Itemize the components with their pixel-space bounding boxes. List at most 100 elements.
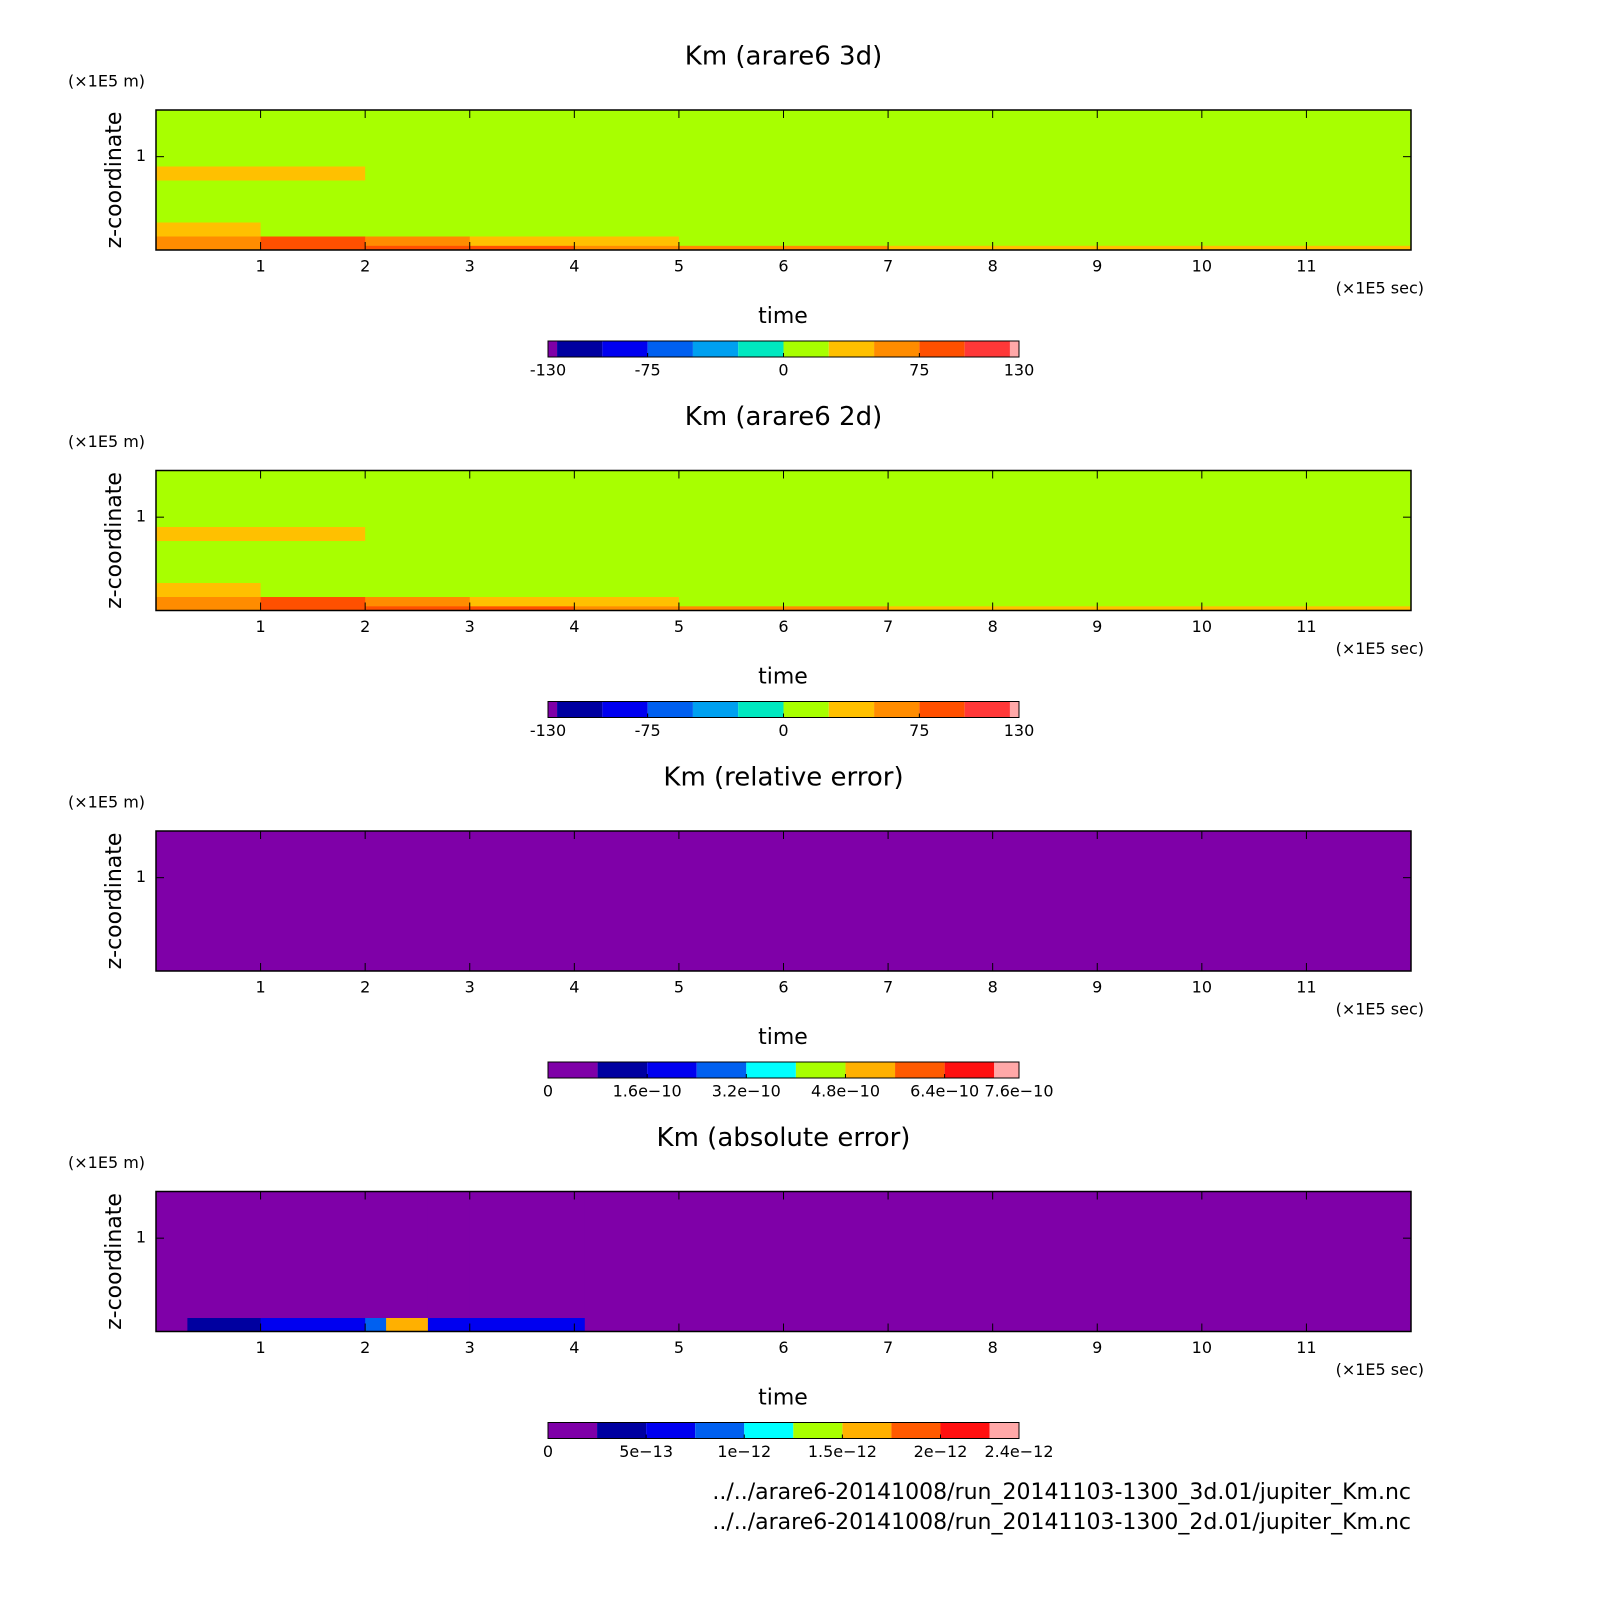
contour-cell bbox=[469, 110, 575, 167]
contour-cell bbox=[584, 1317, 1412, 1332]
colorbar-tick-label: 1.5e−12 bbox=[808, 1442, 877, 1461]
contour-cell bbox=[888, 470, 994, 527]
x-axis-label: time bbox=[758, 1025, 808, 1050]
colorbar-bin bbox=[940, 1422, 990, 1439]
contour-cell bbox=[365, 605, 471, 611]
colorbar-bin bbox=[557, 341, 603, 357]
contour-cell bbox=[365, 470, 471, 527]
contour-cell bbox=[992, 582, 1098, 597]
contour-cell bbox=[888, 236, 994, 246]
x-axis-label: time bbox=[758, 304, 808, 329]
contour-cell bbox=[260, 470, 366, 527]
colorbar-tick-label: -75 bbox=[635, 721, 661, 740]
x-tick-label: 4 bbox=[569, 1338, 579, 1357]
contour-cell bbox=[1201, 180, 1307, 223]
colorbar-bin bbox=[548, 701, 558, 718]
x-tick-label: 10 bbox=[1192, 1338, 1212, 1357]
colorbar-bin bbox=[548, 1422, 598, 1439]
x-tick-label: 7 bbox=[883, 617, 893, 636]
colorbar-bin bbox=[845, 1062, 896, 1078]
contour-cell bbox=[260, 180, 366, 223]
contour-cell bbox=[574, 526, 680, 541]
x-tick-label: 2 bbox=[360, 978, 370, 997]
contour-cell bbox=[260, 540, 366, 583]
contour-cell bbox=[365, 1191, 387, 1318]
contour-cell bbox=[888, 605, 994, 611]
colorbar-tick-label: 75 bbox=[909, 361, 929, 380]
contour-cell bbox=[1201, 110, 1307, 167]
footer-path: ../../arare6-20141008/run_20141103-1300_… bbox=[712, 1480, 1411, 1505]
contour-cell bbox=[1306, 166, 1412, 181]
contour-cell bbox=[156, 1317, 188, 1332]
contour-cell bbox=[1306, 110, 1412, 167]
contour-cell bbox=[260, 110, 366, 167]
contour-cell bbox=[1097, 245, 1203, 251]
colorbar-bin bbox=[746, 1062, 796, 1078]
x-tick-label: 5 bbox=[674, 617, 684, 636]
colorbar-bin bbox=[964, 701, 1010, 718]
contour-cell bbox=[783, 526, 889, 541]
contour-cell bbox=[386, 1191, 429, 1318]
x-tick-label: 9 bbox=[1092, 617, 1102, 636]
contour-cell bbox=[574, 605, 680, 611]
colorbar-bin bbox=[783, 701, 829, 718]
contour-cell bbox=[365, 110, 471, 167]
footer-path: ../../arare6-20141008/run_20141103-1300_… bbox=[712, 1510, 1411, 1535]
contour-cell bbox=[1306, 470, 1412, 527]
x-unit: (×1E5 sec) bbox=[1336, 279, 1424, 298]
colorbar-bin bbox=[557, 701, 603, 718]
colorbar-bin bbox=[695, 1422, 745, 1439]
colorbar-tick-label: 0 bbox=[543, 1082, 553, 1101]
colorbar-bin bbox=[1009, 341, 1019, 357]
contour-cell bbox=[469, 1191, 586, 1318]
colorbar-bin bbox=[919, 341, 965, 357]
contour-cell bbox=[783, 110, 889, 167]
contour-cell bbox=[783, 582, 889, 597]
colorbar-bin bbox=[828, 701, 875, 718]
x-tick-label: 3 bbox=[465, 617, 475, 636]
contour-cell bbox=[1306, 605, 1412, 611]
contour-cell bbox=[1306, 540, 1412, 583]
contour-cell bbox=[260, 582, 366, 597]
contour-cell bbox=[1097, 180, 1203, 223]
colorbar-bin bbox=[647, 341, 693, 357]
contour-cell bbox=[260, 245, 366, 251]
contour-cell bbox=[888, 526, 994, 541]
contour-cell bbox=[783, 245, 889, 251]
x-tick-label: 1 bbox=[255, 617, 265, 636]
contour-cell bbox=[156, 470, 262, 527]
colorbar-bin bbox=[647, 701, 693, 718]
colorbar-bin bbox=[874, 701, 920, 718]
colorbar-bin bbox=[1009, 701, 1019, 718]
x-tick-label: 10 bbox=[1192, 978, 1212, 997]
x-tick-label: 3 bbox=[465, 978, 475, 997]
x-tick-label: 4 bbox=[569, 257, 579, 276]
contour-cell bbox=[469, 605, 575, 611]
x-axis-label: time bbox=[758, 1386, 808, 1411]
contour-cell bbox=[678, 110, 784, 167]
colorbar-bin bbox=[783, 341, 829, 357]
contour-cell bbox=[888, 582, 994, 597]
contour-cell bbox=[678, 470, 784, 527]
x-tick-label: 2 bbox=[360, 257, 370, 276]
contour-cell bbox=[365, 1317, 387, 1332]
colorbar-tick-label: 7.6e−10 bbox=[984, 1082, 1053, 1101]
contour-cell bbox=[1201, 236, 1307, 246]
colorbar-tick-label: 3.2e−10 bbox=[712, 1082, 781, 1101]
colorbar-tick-label: 0 bbox=[543, 1442, 553, 1461]
contour-cell bbox=[888, 180, 994, 223]
contour-cell bbox=[678, 540, 784, 583]
contour-cell bbox=[888, 110, 994, 167]
contour-cell bbox=[1201, 526, 1307, 541]
contour-cell bbox=[992, 540, 1098, 583]
x-tick-label: 7 bbox=[883, 257, 893, 276]
x-tick-label: 9 bbox=[1092, 257, 1102, 276]
contour-cell bbox=[156, 596, 262, 607]
colorbar-bin bbox=[692, 701, 739, 718]
colorbar-bin bbox=[964, 341, 1010, 357]
contour-cell bbox=[156, 605, 262, 611]
x-tick-label: 3 bbox=[465, 1338, 475, 1357]
colorbar-bin bbox=[548, 1062, 598, 1078]
colorbar-tick-label: 130 bbox=[1004, 361, 1035, 380]
